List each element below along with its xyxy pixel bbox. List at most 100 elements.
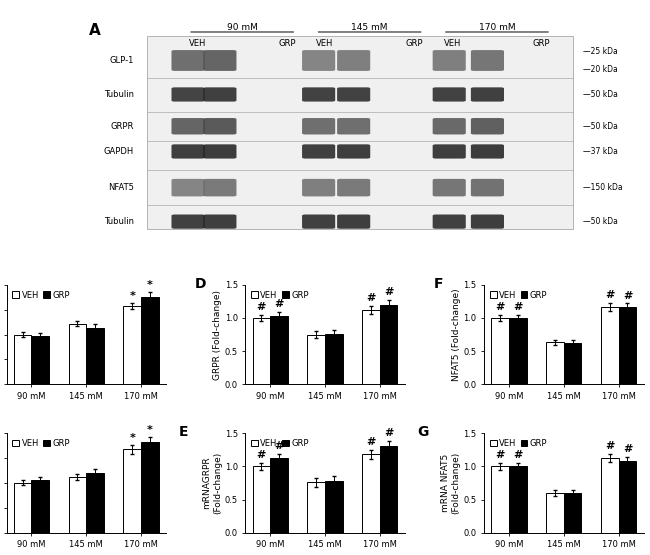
FancyBboxPatch shape — [203, 87, 237, 102]
Bar — [491, 466, 509, 533]
Text: #: # — [257, 302, 266, 312]
FancyBboxPatch shape — [337, 214, 370, 229]
Text: GRP: GRP — [406, 38, 423, 48]
Bar — [69, 477, 86, 533]
Text: GRPR: GRPR — [111, 122, 134, 131]
Bar — [362, 455, 380, 533]
Bar — [270, 316, 288, 384]
Bar — [270, 458, 288, 533]
Bar — [509, 318, 527, 384]
FancyBboxPatch shape — [172, 87, 205, 102]
FancyBboxPatch shape — [203, 118, 237, 134]
FancyBboxPatch shape — [471, 118, 504, 134]
FancyBboxPatch shape — [471, 87, 504, 102]
Text: —37 kDa: —37 kDa — [583, 147, 618, 156]
FancyBboxPatch shape — [337, 50, 370, 71]
Bar — [362, 310, 380, 384]
Bar — [124, 306, 141, 384]
Bar — [141, 296, 159, 384]
Text: #: # — [495, 302, 505, 312]
Legend: VEH, GRP: VEH, GRP — [250, 289, 310, 301]
Bar — [307, 335, 325, 384]
FancyBboxPatch shape — [203, 214, 237, 229]
FancyBboxPatch shape — [471, 144, 504, 159]
Text: E: E — [179, 425, 188, 439]
Text: #: # — [274, 441, 283, 451]
Bar — [547, 342, 564, 384]
Bar — [307, 482, 325, 533]
Bar — [14, 483, 31, 533]
Text: VEH: VEH — [444, 38, 461, 48]
FancyBboxPatch shape — [172, 50, 205, 71]
FancyBboxPatch shape — [433, 144, 466, 159]
Bar — [141, 442, 159, 533]
FancyBboxPatch shape — [433, 50, 466, 71]
Bar — [124, 449, 141, 533]
Text: GRP: GRP — [278, 38, 296, 48]
Y-axis label: GRPR (Fold-change): GRPR (Fold-change) — [213, 290, 222, 380]
Text: #: # — [384, 287, 393, 297]
FancyBboxPatch shape — [172, 118, 205, 134]
Y-axis label: NFAT5 (Fold-change): NFAT5 (Fold-change) — [452, 288, 461, 381]
Bar — [547, 493, 564, 533]
Text: 90 mM: 90 mM — [227, 23, 257, 32]
Text: #: # — [384, 428, 393, 438]
Text: #: # — [623, 291, 632, 301]
FancyBboxPatch shape — [471, 214, 504, 229]
Text: —25 kDa: —25 kDa — [583, 47, 618, 56]
Text: GAPDH: GAPDH — [103, 147, 134, 156]
Text: #: # — [605, 441, 615, 451]
Bar — [564, 343, 581, 384]
Text: #: # — [513, 451, 523, 461]
FancyBboxPatch shape — [172, 144, 205, 159]
FancyBboxPatch shape — [302, 179, 335, 196]
Y-axis label: mRNAGRPR
(Fold-change): mRNAGRPR (Fold-change) — [202, 452, 222, 514]
FancyBboxPatch shape — [302, 50, 335, 71]
Bar — [564, 493, 581, 533]
Text: #: # — [513, 302, 523, 312]
Legend: VEH, GRP: VEH, GRP — [488, 289, 549, 301]
Bar — [69, 324, 86, 384]
Bar — [509, 466, 527, 533]
Bar — [253, 466, 270, 533]
Text: D: D — [194, 277, 206, 291]
Text: —50 kDa: —50 kDa — [583, 90, 618, 99]
Bar — [86, 473, 103, 533]
FancyBboxPatch shape — [337, 144, 370, 159]
Bar — [491, 318, 509, 384]
Text: #: # — [257, 451, 266, 461]
FancyBboxPatch shape — [203, 50, 237, 71]
FancyBboxPatch shape — [337, 118, 370, 134]
Text: *: * — [129, 433, 135, 443]
Y-axis label: mRNA NFAT5
(Fold-change): mRNA NFAT5 (Fold-change) — [441, 452, 461, 514]
Bar — [601, 306, 619, 384]
Text: G: G — [417, 425, 429, 439]
Bar — [253, 318, 270, 384]
Text: GLP-1: GLP-1 — [109, 56, 134, 65]
Text: VEH: VEH — [317, 38, 333, 48]
Bar — [619, 307, 636, 384]
Text: #: # — [623, 445, 632, 455]
FancyBboxPatch shape — [433, 87, 466, 102]
Bar — [86, 327, 103, 384]
Bar — [601, 458, 619, 533]
Text: —50 kDa: —50 kDa — [583, 122, 618, 131]
Legend: VEH, GRP: VEH, GRP — [10, 437, 72, 450]
FancyBboxPatch shape — [471, 50, 504, 71]
FancyBboxPatch shape — [302, 87, 335, 102]
Text: #: # — [367, 293, 376, 303]
Bar — [31, 336, 49, 384]
Bar — [619, 461, 636, 533]
Text: 170 mM: 170 mM — [478, 23, 515, 32]
FancyBboxPatch shape — [337, 179, 370, 196]
Text: —20 kDa: —20 kDa — [583, 65, 618, 74]
FancyBboxPatch shape — [433, 179, 466, 196]
Bar — [380, 305, 397, 384]
Bar — [325, 334, 343, 384]
FancyBboxPatch shape — [172, 179, 205, 196]
Text: *: * — [147, 280, 153, 290]
Text: NFAT5: NFAT5 — [108, 183, 134, 192]
Bar — [325, 481, 343, 533]
Text: —50 kDa: —50 kDa — [583, 217, 618, 226]
Legend: VEH, GRP: VEH, GRP — [250, 437, 310, 450]
